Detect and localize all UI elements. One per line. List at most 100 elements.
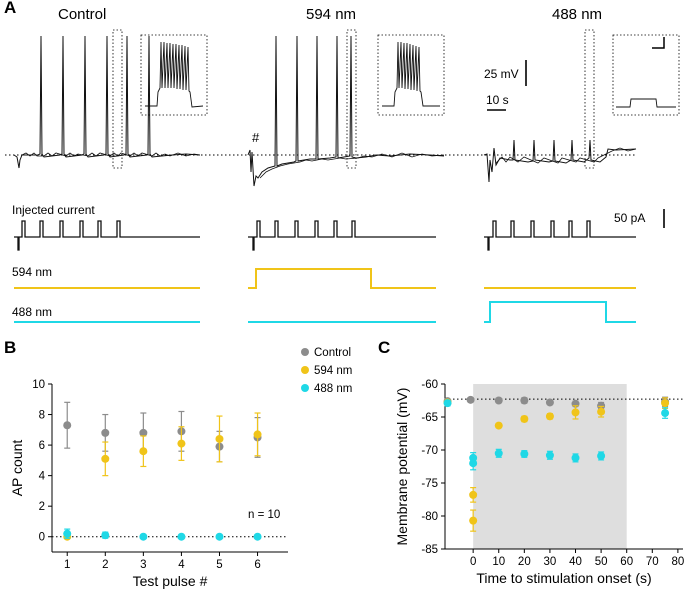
legend-marker-2: [301, 384, 309, 392]
control-voltage-noise: [21, 152, 201, 157]
inset-scale-bar: [652, 37, 665, 49]
nm594-zoom-window: [346, 29, 357, 169]
nm488-inset-trace: [616, 98, 676, 108]
nm594-light-trace: [248, 268, 436, 289]
x-tick-label: 2: [102, 559, 108, 571]
nm488-zoom-window: [584, 29, 595, 169]
data-point-594-nm: [253, 430, 262, 439]
nm488-inset-box: [612, 34, 680, 116]
data-point-594-nm: [215, 434, 224, 443]
data-point-control: [63, 421, 72, 430]
light-label-488: 488 nm: [12, 305, 52, 319]
data-point-control: [597, 401, 606, 410]
panel-a-letter: A: [4, 0, 17, 17]
data-point-488-nm: [177, 532, 186, 541]
data-point-488-nm: [469, 459, 478, 468]
data-point-control: [101, 428, 110, 437]
nm488-current-trace: [484, 220, 636, 251]
data-point-488-nm: [139, 532, 148, 541]
y-axis-label: Membrane potential (mV): [394, 388, 410, 546]
y-axis-label: AP count: [9, 440, 25, 497]
data-point-594-nm: [469, 516, 478, 525]
data-point-594-nm: [571, 408, 580, 417]
legend-label-2: 488 nm: [314, 383, 352, 395]
x-tick-label: 3: [140, 559, 146, 571]
nm488-voltage-trace: [483, 139, 637, 183]
y-tick-label: -75: [421, 478, 438, 490]
y-tick-label: 4: [39, 471, 46, 483]
y-tick-label: 0: [39, 532, 45, 544]
panel-c-letter: C: [378, 338, 391, 357]
y-tick-label: -65: [421, 412, 438, 424]
data-point-488-nm: [520, 449, 529, 458]
legend-marker-1: [301, 366, 309, 374]
x-axis-label: Time to stimulation onset (s): [476, 570, 651, 586]
nm594-inset-box: [377, 34, 445, 116]
data-point-594-nm: [520, 414, 529, 423]
scale-bar-mv-label: 25 mV: [484, 67, 519, 81]
y-tick-label: -60: [421, 379, 438, 391]
nm488-voltage-noise: [495, 147, 637, 164]
scale-bar-pa-label: 50 pA: [614, 211, 645, 225]
light-label-594: 594 nm: [12, 265, 52, 279]
nm594-voltage-noise: [259, 152, 445, 179]
x-tick-label: 10: [492, 556, 505, 568]
control-zoom-window: [112, 29, 123, 169]
data-point-control: [139, 428, 148, 437]
data-point-488-nm: [443, 399, 452, 408]
data-point-488-nm: [101, 531, 110, 540]
y-tick-label: 8: [39, 410, 45, 422]
hash-mark: #: [252, 130, 260, 145]
y-tick-label: 10: [32, 379, 45, 391]
x-tick-label: 80: [671, 556, 684, 568]
legend-label-0: Control: [314, 347, 351, 359]
x-tick-label: 50: [595, 556, 608, 568]
y-tick-label: -85: [421, 544, 438, 556]
data-point-488-nm: [63, 529, 72, 538]
nm594-current-trace: [248, 220, 436, 251]
x-tick-label: 60: [620, 556, 633, 568]
x-tick-label: 6: [254, 559, 260, 571]
legend-label-1: 594 nm: [314, 365, 352, 377]
panel-b-letter: B: [4, 338, 17, 357]
data-point-594-nm: [101, 454, 110, 463]
y-tick-label: -70: [421, 445, 438, 457]
data-point-control: [520, 396, 529, 405]
condition-title-488: 488 nm: [552, 6, 603, 23]
legend-marker-0: [301, 348, 309, 356]
data-point-488-nm: [661, 409, 670, 418]
control-current-trace: [14, 220, 200, 251]
data-point-594-nm: [494, 421, 503, 430]
sample-size-annotation: n = 10: [248, 509, 280, 521]
data-point-594-nm: [661, 399, 670, 408]
condition-title-control: Control: [58, 6, 107, 23]
y-tick-label: 6: [39, 440, 45, 452]
data-point-488-nm: [597, 451, 606, 460]
data-point-488-nm: [545, 451, 554, 460]
data-point-control: [466, 395, 475, 404]
nm594-inset-trace: [382, 41, 440, 107]
data-point-594-nm: [545, 412, 554, 421]
x-tick-label: 0: [470, 556, 476, 568]
panel-a-traces: # 25 mV 10 s Injected current 50 pA 594 …: [5, 29, 680, 323]
injected-current-label: Injected current: [12, 203, 95, 217]
data-point-594-nm: [597, 407, 606, 416]
data-point-488-nm: [253, 532, 262, 541]
data-point-594-nm: [177, 439, 186, 448]
control-inset-box: [140, 34, 208, 116]
data-point-488-nm: [494, 449, 503, 458]
x-tick-label: 5: [216, 559, 222, 571]
x-axis-label: Test pulse #: [133, 573, 208, 589]
data-point-488-nm: [215, 532, 224, 541]
x-tick-label: 4: [178, 559, 185, 571]
x-tick-label: 30: [544, 556, 557, 568]
y-tick-label: 2: [39, 501, 45, 513]
condition-title-594: 594 nm: [306, 6, 357, 23]
data-point-control: [545, 398, 554, 407]
y-tick-label: -80: [421, 511, 438, 523]
data-point-control: [494, 396, 503, 405]
data-point-488-nm: [571, 453, 580, 462]
scale-bar-s-label: 10 s: [486, 93, 509, 107]
